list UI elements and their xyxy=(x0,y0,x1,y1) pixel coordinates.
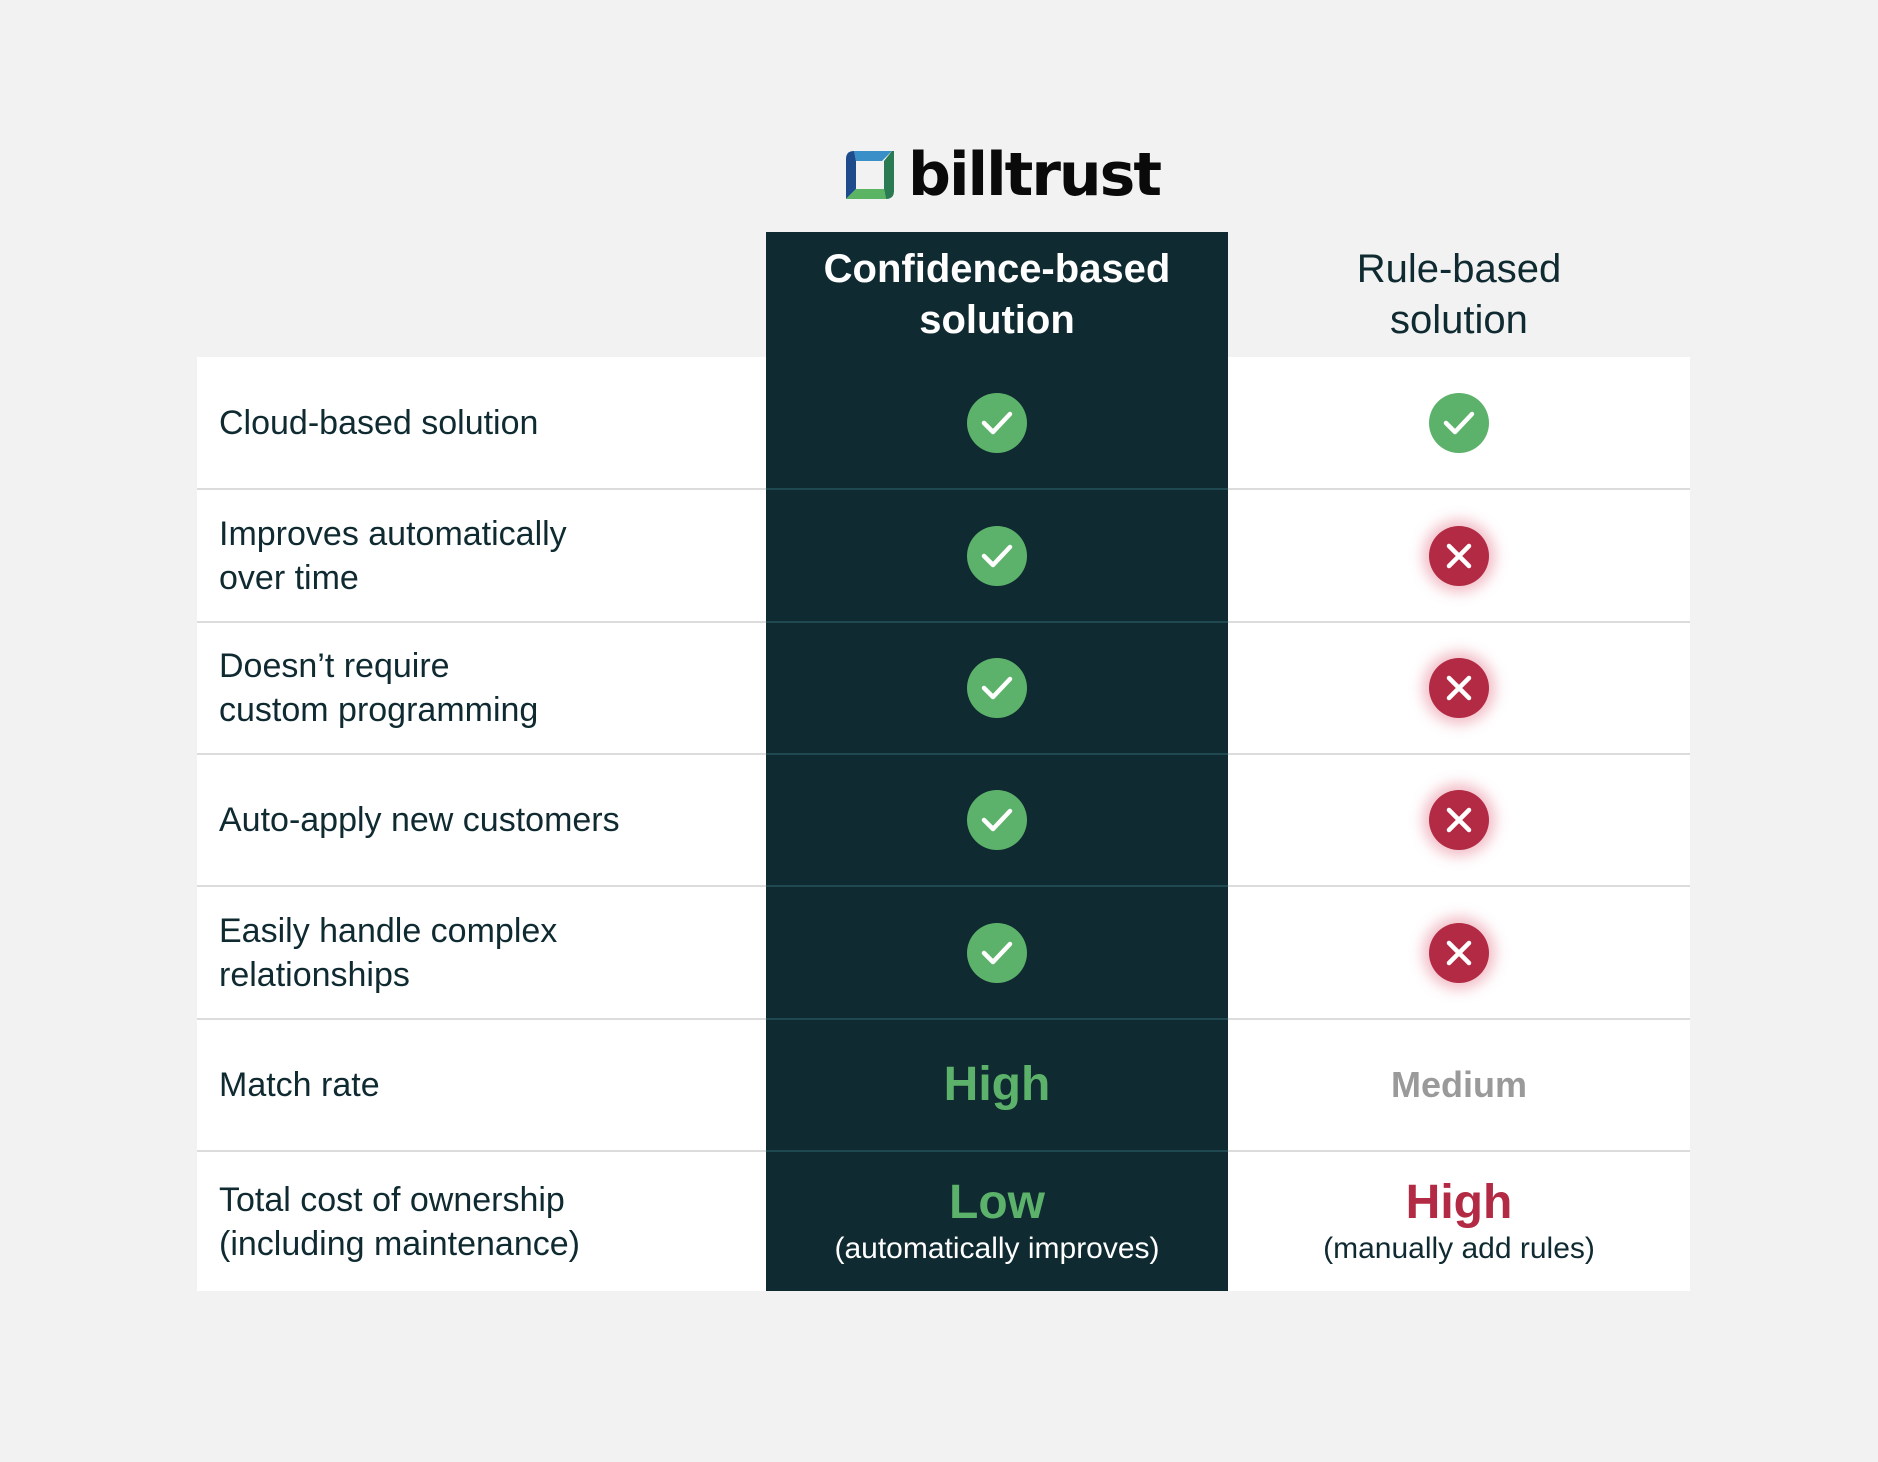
table-row: Auto-apply new customers xyxy=(197,755,1690,885)
cross-icon xyxy=(1429,525,1489,586)
row-label: Doesn’t require custom programming xyxy=(197,623,766,753)
confidence-cell xyxy=(766,357,1228,488)
confidence-cell xyxy=(766,887,1228,1018)
check-icon xyxy=(967,392,1027,453)
check-icon xyxy=(1429,392,1489,453)
column-header-confidence: Confidence-based solution xyxy=(766,240,1228,350)
row-label-line2: over time xyxy=(219,558,359,597)
tco-rule-value: High xyxy=(1405,1175,1513,1229)
row-divider xyxy=(197,1018,766,1020)
check-icon xyxy=(967,790,1027,850)
column-header-confidence-line2: solution xyxy=(919,298,1075,342)
row-divider xyxy=(1228,1018,1690,1020)
confidence-cell xyxy=(766,755,1228,885)
rule-cell xyxy=(1228,623,1690,753)
row-divider xyxy=(197,1150,766,1152)
row-label: Auto-apply new customers xyxy=(197,755,766,885)
table-row: Cloud-based solution xyxy=(197,357,1690,488)
billtrust-logo: billtrust xyxy=(846,140,1162,210)
tco-confidence-note: (automatically improves) xyxy=(834,1231,1160,1265)
column-header-rule-line1: Rule-based xyxy=(1356,247,1562,291)
check-icon xyxy=(967,525,1027,586)
column-header-rule: Rule-based solution xyxy=(1228,240,1690,350)
row-label-line1: Match rate xyxy=(219,1066,380,1104)
table-row: Easily handle complex relationships xyxy=(197,887,1690,1018)
row-label: Match rate xyxy=(197,1020,766,1150)
row-divider xyxy=(766,885,1228,887)
rule-cell: High (manually add rules) xyxy=(1228,1152,1690,1291)
row-label-line1: Auto-apply new customers xyxy=(219,801,620,839)
row-divider xyxy=(766,1018,1228,1020)
row-divider xyxy=(1228,621,1690,623)
column-header-confidence-line1: Confidence-based xyxy=(823,247,1171,291)
row-label-line1: Easily handle complex xyxy=(219,911,558,950)
billtrust-logo-icon xyxy=(846,151,894,199)
confidence-cell xyxy=(766,490,1228,621)
row-label-line2: (including maintenance) xyxy=(219,1224,580,1263)
row-label: Easily handle complex relationships xyxy=(197,887,766,1018)
row-divider xyxy=(197,885,766,887)
row-label-line1: Improves automatically xyxy=(219,514,567,553)
table-row: Match rate High Medium xyxy=(197,1020,1690,1150)
rule-cell xyxy=(1228,490,1690,621)
table-row: Total cost of ownership (including maint… xyxy=(197,1152,1690,1291)
row-label-line2: custom programming xyxy=(219,691,539,729)
rule-cell: Medium xyxy=(1228,1020,1690,1150)
rule-cell xyxy=(1228,755,1690,885)
cross-icon xyxy=(1429,922,1489,983)
match-rate-confidence-value: High xyxy=(943,1058,1051,1111)
column-header-rule-line2: solution xyxy=(1390,298,1528,342)
confidence-cell: High xyxy=(766,1020,1228,1150)
check-icon xyxy=(967,658,1027,718)
check-icon xyxy=(967,922,1027,983)
confidence-cell xyxy=(766,623,1228,753)
row-divider xyxy=(766,488,1228,490)
cross-icon xyxy=(1429,658,1489,718)
row-divider xyxy=(1228,488,1690,490)
row-divider xyxy=(197,621,766,623)
row-divider xyxy=(197,753,766,755)
row-label: Cloud-based solution xyxy=(197,357,766,488)
tco-rule-note: (manually add rules) xyxy=(1323,1231,1595,1265)
cross-icon xyxy=(1429,790,1489,850)
rule-cell xyxy=(1228,887,1690,1018)
row-divider xyxy=(1228,753,1690,755)
tco-confidence-value: Low xyxy=(949,1175,1045,1229)
row-label-line1: Total cost of ownership xyxy=(219,1180,565,1219)
row-divider xyxy=(197,488,766,490)
row-label-line1: Cloud-based solution xyxy=(219,403,539,442)
rule-cell xyxy=(1228,357,1690,488)
row-divider xyxy=(766,621,1228,623)
billtrust-wordmark: billtrust xyxy=(908,140,1162,210)
row-divider xyxy=(766,1150,1228,1152)
table-row: Doesn’t require custom programming xyxy=(197,623,1690,753)
row-label-line2: relationships xyxy=(219,955,410,994)
table-row: Improves automatically over time xyxy=(197,490,1690,621)
row-label-line1: Doesn’t require xyxy=(219,647,450,685)
row-divider xyxy=(1228,1150,1690,1152)
row-label: Total cost of ownership (including maint… xyxy=(197,1152,766,1291)
row-label: Improves automatically over time xyxy=(197,490,766,621)
row-divider xyxy=(766,753,1228,755)
confidence-cell: Low (automatically improves) xyxy=(766,1152,1228,1291)
match-rate-rule-value: Medium xyxy=(1390,1064,1527,1105)
row-divider xyxy=(1228,885,1690,887)
